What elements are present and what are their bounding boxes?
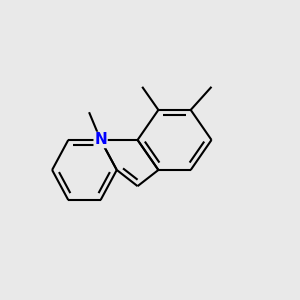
Text: N: N [94, 132, 107, 147]
